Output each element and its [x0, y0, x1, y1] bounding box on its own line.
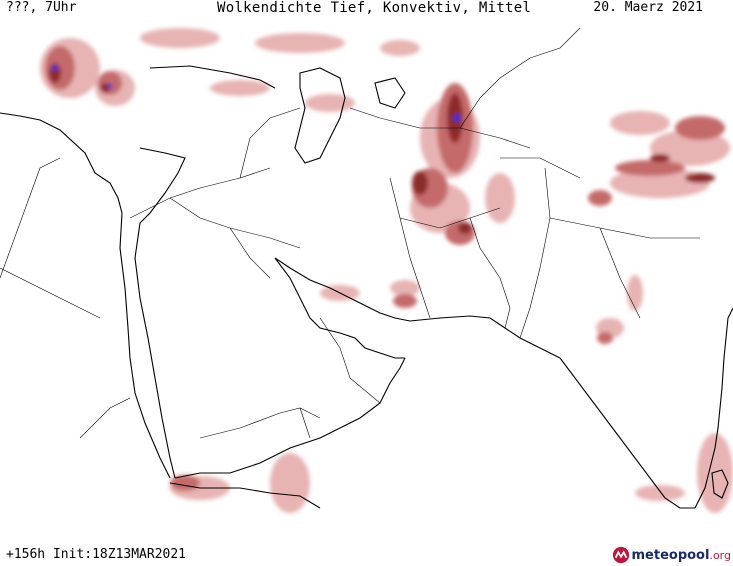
meteopool-logo[interactable]: meteopool.org: [612, 545, 732, 565]
run-info: +156h Init:18Z13MAR2021: [6, 547, 187, 562]
weather-map: [0, 27, 733, 513]
cloud-layer: [40, 28, 733, 513]
country-borders: [0, 27, 700, 439]
forecast-date: 20. Maerz 2021: [593, 0, 703, 15]
map-title: Wolkendichte Tief, Konvektiv, Mittel: [217, 0, 532, 16]
valid-time-label: ???, 7Uhr: [6, 0, 77, 15]
meteopool-logo-icon: [612, 546, 629, 564]
coastlines: [0, 65, 733, 509]
logo-text: meteopool.org: [631, 547, 732, 563]
